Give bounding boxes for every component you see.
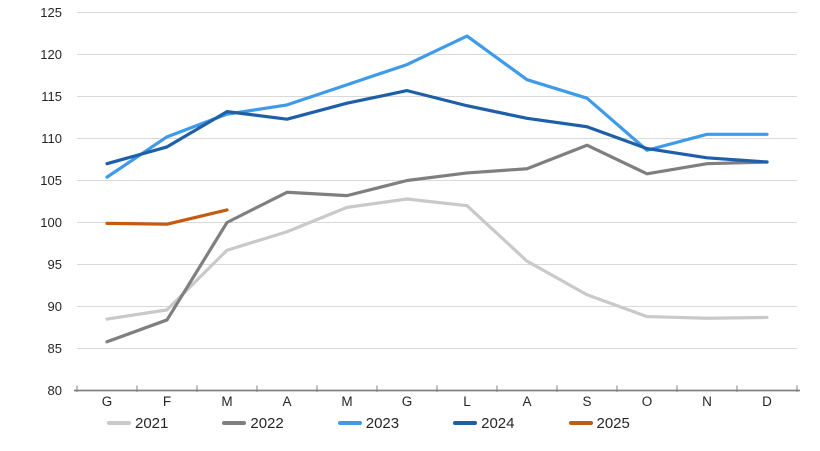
x-axis-label-12: D xyxy=(762,394,772,409)
y-axis-label-80: 80 xyxy=(48,383,62,398)
y-axis-label-100: 100 xyxy=(40,215,62,230)
legend-item-2024: 2024 xyxy=(453,414,515,432)
x-axis-label-2: F xyxy=(163,394,171,409)
legend-swatch-2024 xyxy=(453,421,478,425)
legend-swatch-2022 xyxy=(222,421,247,425)
series-line-2024 xyxy=(105,89,769,166)
legend-label-2023: 2023 xyxy=(365,414,400,432)
y-axis-label-120: 120 xyxy=(40,47,62,62)
y-axis-label-110: 110 xyxy=(41,131,62,146)
series-line-2021 xyxy=(105,197,769,321)
legend-label-2025: 2025 xyxy=(596,414,630,432)
x-axis-label-11: N xyxy=(702,394,712,409)
series-line-2023 xyxy=(105,34,769,179)
legend-swatch-2025 xyxy=(568,421,593,425)
x-axis-label-6: G xyxy=(402,394,413,409)
x-axis-label-7: L xyxy=(463,394,471,409)
series-line-2022 xyxy=(105,143,769,344)
y-axis-label-85: 85 xyxy=(48,341,62,356)
x-axis-label-10: O xyxy=(642,394,653,409)
legend-item-2021: 2021 xyxy=(107,416,168,431)
legend-item-2023: 2023 xyxy=(337,414,400,432)
x-axis-label-8: A xyxy=(522,394,531,409)
chart-legend: 2021 2022 2023 2024 2025 xyxy=(0,412,820,434)
legend-label-2022: 2022 xyxy=(250,414,284,432)
x-axis-label-1: G xyxy=(102,394,113,409)
y-axis-label-125: 125 xyxy=(40,5,62,20)
x-axis-label-3: M xyxy=(221,394,232,409)
legend-item-2022: 2022 xyxy=(222,414,284,432)
legend-swatch-2021 xyxy=(107,421,131,425)
x-axis-label-5: M xyxy=(341,394,352,409)
legend-label-2024: 2024 xyxy=(481,414,515,432)
x-axis-label-4: A xyxy=(282,394,291,409)
series-line-2025 xyxy=(105,208,229,226)
legend-swatch-2023 xyxy=(337,421,362,425)
y-axis-label-115: 115 xyxy=(41,89,62,104)
y-axis-label-95: 95 xyxy=(48,257,62,272)
y-axis-label-90: 90 xyxy=(48,299,62,314)
legend-label-2021: 2021 xyxy=(135,414,169,432)
legend-item-2025: 2025 xyxy=(568,414,630,432)
x-axis-label-9: S xyxy=(582,394,591,409)
y-axis-label-105: 105 xyxy=(40,173,62,188)
